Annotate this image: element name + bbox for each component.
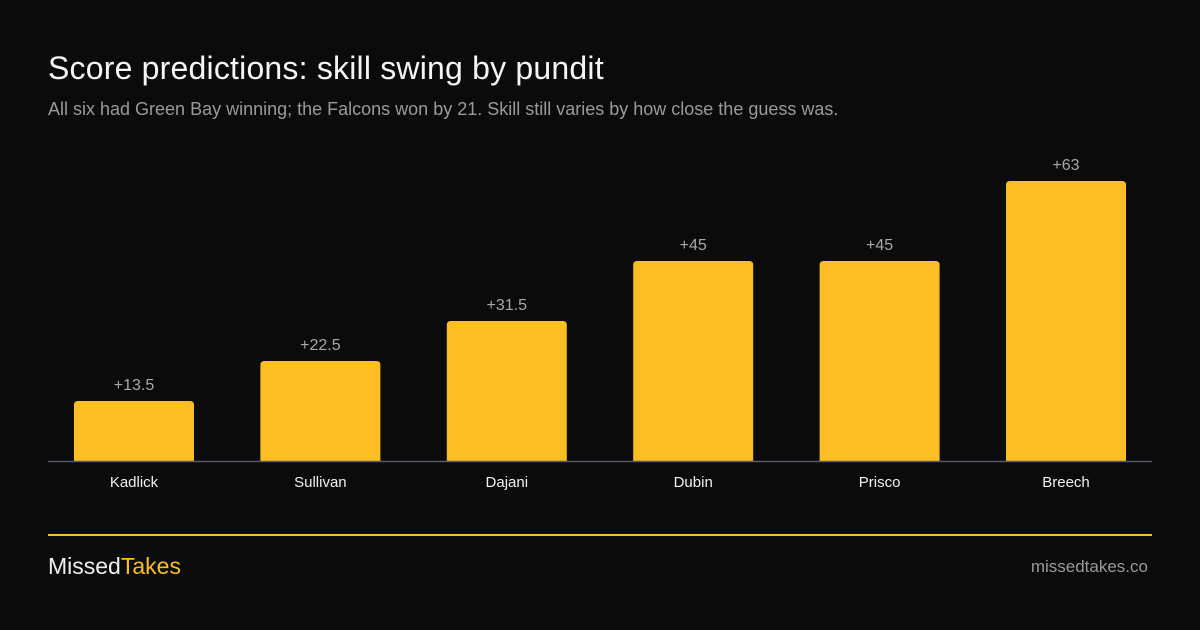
bar-dubin	[633, 261, 754, 461]
value-label-kadlick: +13.5	[114, 377, 155, 394]
brand-name-part-takes: Takes	[120, 553, 181, 579]
value-label-breech: +63	[1052, 157, 1079, 174]
value-label-prisco: +45	[866, 237, 893, 254]
value-label-dubin: +45	[680, 237, 707, 254]
bar-chart: +13.5 Kadlick +22.5 Sullivan +31.5 Dajani +45 D…	[48, 157, 1152, 491]
bar-sullivan	[260, 361, 381, 461]
category-label-dubin: Dubin	[674, 474, 713, 491]
brand-name-part-missed: Missed	[48, 553, 121, 579]
site-url[interactable]: missedtakes.co	[1030, 557, 1148, 576]
chart-subtitle: All six had Green Bay winning; the Falco…	[48, 99, 839, 119]
bar-group-dajani: +31.5 Dajani	[446, 297, 567, 491]
category-label-dajani: Dajani	[486, 474, 529, 491]
footer-divider	[48, 534, 1152, 536]
chart-title: Score predictions: skill swing by pundit	[48, 50, 604, 86]
bars-layer: +13.5 Kadlick +22.5 Sullivan +31.5 Dajani +45 D…	[74, 157, 1126, 491]
bar-group-kadlick: +13.5 Kadlick	[74, 377, 194, 491]
value-label-sullivan: +22.5	[300, 337, 341, 354]
category-label-prisco: Prisco	[859, 474, 901, 491]
bar-breech	[1006, 181, 1126, 461]
bar-group-prisco: +45 Prisco	[819, 237, 940, 491]
bar-group-sullivan: +22.5 Sullivan	[260, 337, 381, 491]
category-label-sullivan: Sullivan	[294, 474, 347, 491]
bar-group-breech: +63 Breech	[1006, 157, 1126, 491]
brand-logo[interactable]: MissedTakes	[48, 553, 181, 580]
bar-dajani	[446, 321, 567, 461]
category-label-breech: Breech	[1042, 474, 1090, 491]
bar-group-dubin: +45 Dubin	[633, 237, 754, 491]
bar-kadlick	[74, 401, 194, 461]
bar-prisco	[819, 261, 940, 461]
value-label-dajani: +31.5	[487, 297, 528, 314]
category-label-kadlick: Kadlick	[110, 474, 159, 491]
